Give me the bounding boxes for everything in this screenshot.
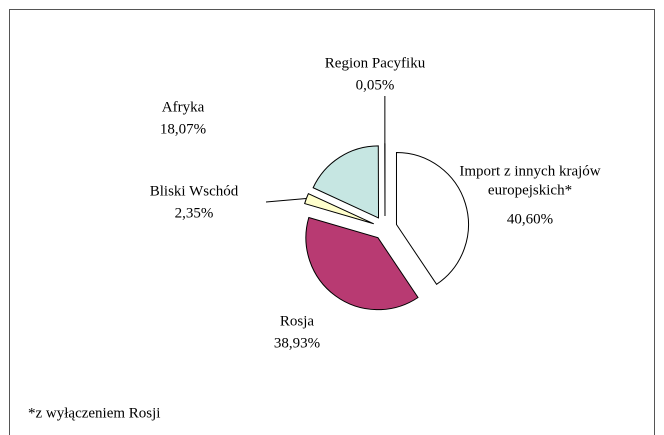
slice-label: Afryka bbox=[162, 99, 205, 115]
slice-label: Bliski Wschód bbox=[150, 183, 239, 199]
pie-slice bbox=[312, 145, 380, 219]
value-label: 18,07% bbox=[160, 121, 206, 137]
value-label: 0,05% bbox=[356, 77, 395, 93]
chart-frame bbox=[9, 9, 655, 435]
slice-label: Import z innych krajów bbox=[459, 163, 600, 179]
footnote: *z wyłączeniem Rosji bbox=[28, 405, 160, 421]
slice-label: Rosja bbox=[280, 313, 315, 329]
value-label: 2,35% bbox=[175, 205, 214, 221]
leader-line bbox=[265, 198, 307, 203]
value-label: 38,93% bbox=[274, 335, 320, 351]
pie-slice bbox=[305, 216, 419, 311]
pie-slice bbox=[304, 192, 374, 225]
slice-label: Region Pacyfiku bbox=[325, 55, 426, 71]
slice-label: europejskich* bbox=[488, 182, 572, 198]
pie-slice bbox=[395, 152, 469, 286]
value-label: 40,60% bbox=[507, 211, 553, 227]
